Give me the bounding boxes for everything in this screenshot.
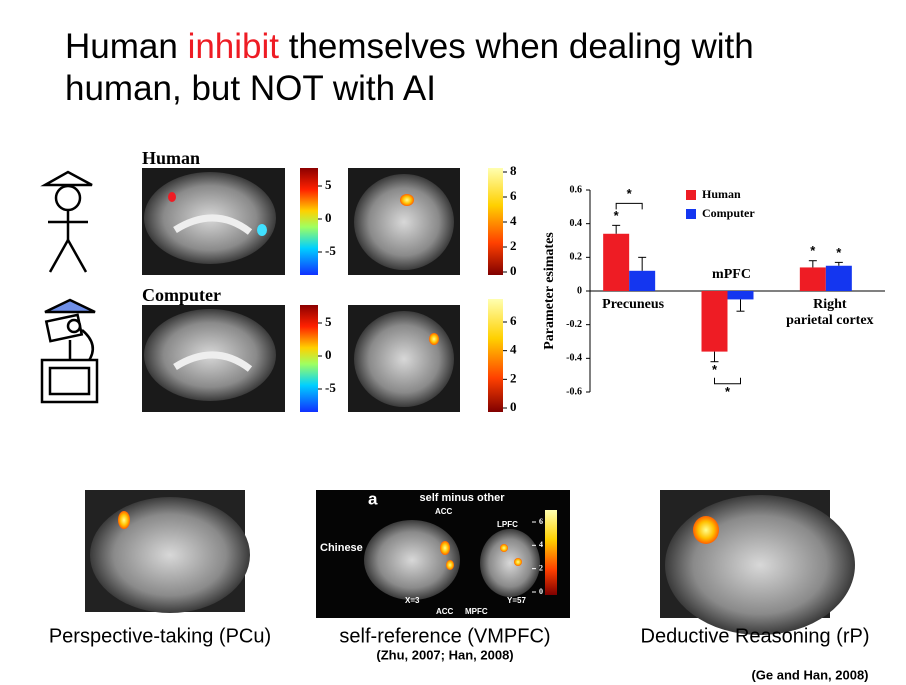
title-text: themselves when dealing with human, but … <box>65 27 754 108</box>
coord-label: Y=57 <box>507 596 526 605</box>
bar <box>629 270 656 291</box>
legend-label: Computer <box>702 206 755 220</box>
title-text: Human <box>65 27 188 66</box>
coord-label: X=3 <box>405 596 420 605</box>
bar <box>825 265 852 291</box>
y-tick-label: 0.6 <box>570 184 583 195</box>
human-icon <box>40 170 93 273</box>
scale-label: 2 <box>539 563 543 572</box>
row-label: Computer <box>142 285 221 305</box>
title-highlight: inhibit <box>187 27 280 66</box>
y-tick-label: 0 <box>577 285 582 296</box>
brain-images <box>85 168 855 635</box>
caption: Perspective-taking (PCu) <box>49 625 271 647</box>
scale-label: 0 <box>510 263 517 278</box>
comparison-bracket <box>714 377 741 385</box>
scale-label: -5 <box>325 243 336 258</box>
scale-label: 0 <box>325 210 332 225</box>
scale-label: 5 <box>325 314 332 329</box>
row-label: Human <box>142 148 200 168</box>
computer-icon <box>40 298 99 404</box>
caption: Deductive Reasoning (rP) <box>641 625 870 647</box>
scale-label: 8 <box>510 163 517 178</box>
group-label: Chinese <box>320 542 363 554</box>
scale-label: 6 <box>539 517 543 526</box>
region-label: ACC <box>435 507 453 516</box>
region-label: LPFC <box>497 520 518 529</box>
legend-swatch <box>686 190 696 200</box>
scale-label: 2 <box>510 370 517 385</box>
scale-label: -5 <box>325 380 336 395</box>
bar <box>799 267 826 291</box>
bar <box>727 291 754 300</box>
caption: self-reference (VMPFC) <box>339 625 550 647</box>
citation: (Ge and Han, 2008) <box>751 667 868 682</box>
scale-label: 6 <box>510 313 517 328</box>
x-tick-label: Precuneus <box>602 297 665 312</box>
comparison-significance: * <box>627 186 633 201</box>
scale-label: 0 <box>325 347 332 362</box>
x-tick-label: mPFC <box>712 267 751 282</box>
scale-label: 5 <box>325 177 332 192</box>
scale-label: 0 <box>539 587 543 596</box>
scale-label: 6 <box>510 188 517 203</box>
significance: * <box>614 208 620 223</box>
comparison-bracket <box>615 202 643 210</box>
y-tick-label: -0.6 <box>566 386 582 397</box>
x-tick-label: Right parietal cortex <box>786 297 873 328</box>
legend-swatch <box>686 209 696 219</box>
slide-title: Human inhibit themselves when dealing wi… <box>65 26 845 110</box>
y-tick-label: 0.4 <box>570 218 583 229</box>
region-label: MPFC <box>465 607 488 616</box>
panel-heading: self minus other <box>420 492 506 504</box>
y-tick-label: 0.2 <box>570 252 583 263</box>
scale-label: 2 <box>510 238 517 253</box>
panel-letter: a <box>368 489 378 508</box>
scale-label: 4 <box>510 213 517 228</box>
significance: * <box>712 362 718 377</box>
y-tick-label: -0.2 <box>566 319 582 330</box>
comparison-significance: * <box>725 384 731 399</box>
reference: (Zhu, 2007; Han, 2008) <box>376 647 513 662</box>
y-axis-label: Parameter esimates <box>542 232 557 350</box>
region-label: ACC <box>436 607 454 616</box>
bar <box>603 233 630 291</box>
scale-label: 4 <box>510 342 517 357</box>
bar <box>701 291 728 352</box>
scale-label: 0 <box>510 399 517 414</box>
significance: * <box>810 243 816 258</box>
legend-label: Human <box>702 187 741 201</box>
significance: * <box>836 245 842 260</box>
scale-label: 4 <box>539 540 543 549</box>
y-tick-label: -0.4 <box>566 353 582 364</box>
